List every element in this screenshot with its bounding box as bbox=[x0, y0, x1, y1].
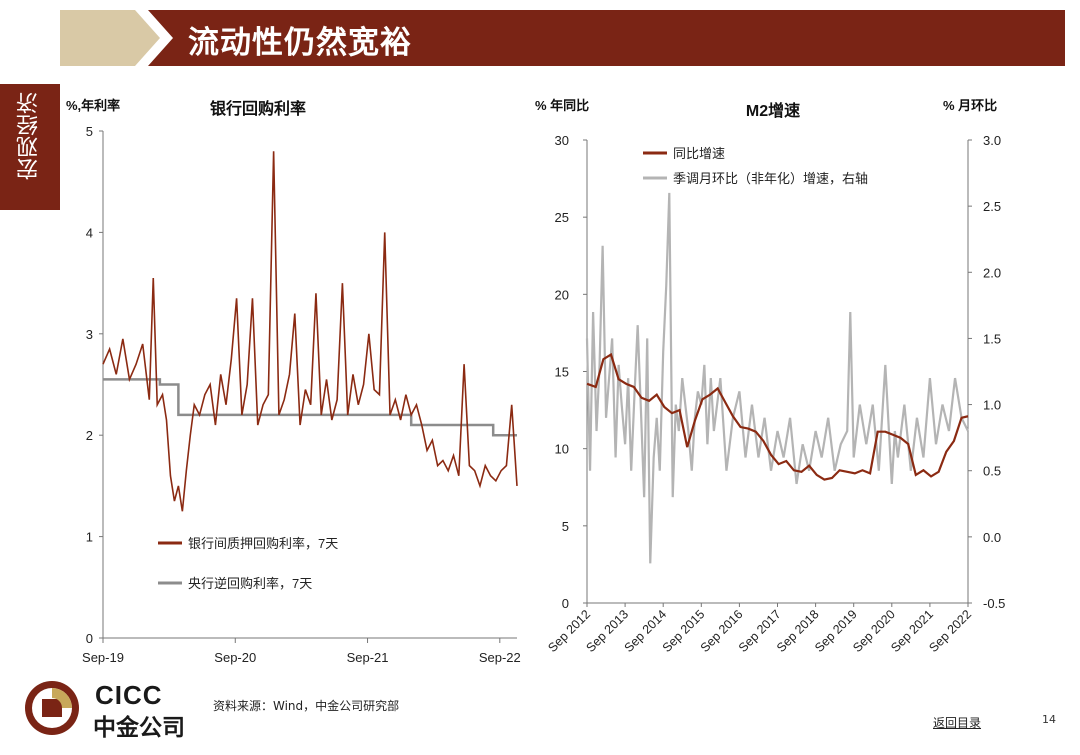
y-tick-label-left: 20 bbox=[555, 287, 569, 302]
y-tick-label: 2 bbox=[86, 428, 93, 443]
y-tick-label-right: 2.0 bbox=[983, 265, 1001, 280]
section-tab-label: 宏观经济 bbox=[17, 92, 42, 180]
y-tick-label-right: 0.5 bbox=[983, 464, 1001, 479]
series-line-repo-rate bbox=[102, 151, 518, 512]
page-number: 14 bbox=[1042, 713, 1056, 726]
y-tick-label-right: 3.0 bbox=[983, 133, 1001, 148]
y-axis-label-left: % 年同比 bbox=[535, 98, 589, 113]
legend-label-yoy: 同比增速 bbox=[673, 146, 725, 161]
chart-title: M2增速 bbox=[746, 101, 800, 120]
x-tick-label: Sep-19 bbox=[82, 650, 124, 665]
y-axis-label: %,年利率 bbox=[66, 98, 120, 113]
logo-text-en: CICC bbox=[95, 680, 163, 710]
y-tick-label-right: 1.5 bbox=[983, 331, 1001, 346]
chart-title: 银行回购利率 bbox=[210, 99, 306, 118]
x-tick-label: Sep-22 bbox=[479, 650, 521, 665]
banner-shapes bbox=[60, 10, 1065, 66]
series-line-yoy bbox=[586, 352, 969, 481]
y-tick-label: 1 bbox=[86, 530, 93, 545]
y-tick-label: 5 bbox=[86, 124, 93, 139]
header-banner: 流动性仍然宽裕 bbox=[0, 0, 1080, 70]
series-line-mom bbox=[585, 192, 969, 564]
back-to-contents-link[interactable]: 返回目录 bbox=[933, 716, 982, 730]
y-tick-label-right: -0.5 bbox=[983, 596, 1005, 611]
banner-arrow-light bbox=[60, 10, 160, 66]
y-tick-label-left: 5 bbox=[562, 519, 569, 534]
y-tick-label-right: 0.0 bbox=[983, 530, 1001, 545]
y-tick-label-left: 10 bbox=[555, 442, 569, 457]
y-tick-label: 0 bbox=[86, 631, 93, 646]
y-axis-label-right: % 月环比 bbox=[943, 98, 997, 113]
section-tab[interactable]: 宏观经济 bbox=[0, 84, 60, 210]
legend-label-policy-rate: 央行逆回购利率，7天 bbox=[188, 576, 312, 591]
legend-label-repo-rate: 银行间质押回购利率，7天 bbox=[188, 536, 338, 551]
banner-bar bbox=[148, 10, 1065, 66]
y-tick-label-left: 25 bbox=[555, 210, 569, 225]
cicc-logo: CICC 中金公司 bbox=[20, 678, 200, 741]
y-tick-label-left: 30 bbox=[555, 133, 569, 148]
m2-growth-chart-svg: M2增速 % 年同比 % 月环比 0 5 10 15 20 25 30 -0.5 0.0 0.5 1.0 1… bbox=[535, 98, 1005, 655]
x-tick-label: Sep 2022 bbox=[926, 607, 974, 655]
page-title: 流动性仍然宽裕 bbox=[188, 25, 412, 61]
m2-growth-chart: M2增速 % 年同比 % 月环比 0 5 10 15 20 25 30 -0.5 0.0 0.5 1.0 1… bbox=[525, 88, 1025, 688]
repo-rate-chart-svg: 银行回购利率 %,年利率 0 1 2 3 4 5 Sep-19 Sep-20 Sep-21 Sep-2… bbox=[66, 98, 521, 665]
y-tick-label-left: 15 bbox=[555, 365, 569, 380]
y-tick-label-right: 2.5 bbox=[983, 199, 1001, 214]
source-note: 资料来源：Wind，中金公司研究部 bbox=[213, 699, 400, 713]
logo-text-cn: 中金公司 bbox=[93, 715, 185, 741]
y-tick-label: 4 bbox=[86, 225, 93, 240]
repo-rate-chart: 银行回购利率 %,年利率 0 1 2 3 4 5 Sep-19 Sep-20 Sep-21 Sep-2… bbox=[60, 88, 530, 678]
x-tick-label: Sep-21 bbox=[347, 650, 389, 665]
y-tick-label: 3 bbox=[86, 327, 93, 342]
legend-label-mom: 季调月环比（非年化）增速，右轴 bbox=[673, 171, 868, 186]
y-tick-label-right: 1.0 bbox=[983, 398, 1001, 413]
y-tick-label-left: 0 bbox=[562, 596, 569, 611]
cicc-coin-icon bbox=[25, 681, 79, 735]
x-tick-label: Sep-20 bbox=[214, 650, 256, 665]
